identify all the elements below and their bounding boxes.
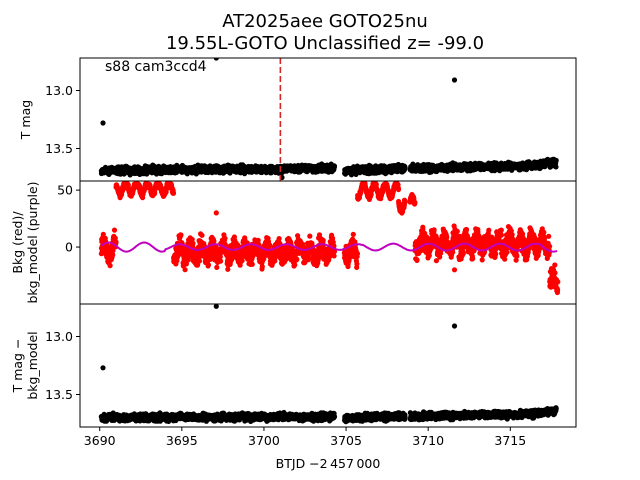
data-point xyxy=(555,279,561,285)
data-point xyxy=(222,235,228,241)
data-point xyxy=(509,232,515,238)
data-point xyxy=(320,237,326,243)
field-annotation: s88 cam3ccd4 xyxy=(105,59,207,75)
data-point xyxy=(331,253,337,259)
data-point xyxy=(426,253,432,259)
outlier-point xyxy=(451,267,458,273)
data-point xyxy=(214,264,220,270)
outlier-point xyxy=(213,210,219,216)
data-point xyxy=(178,232,184,238)
outlier-point xyxy=(100,120,106,126)
data-point xyxy=(354,261,360,267)
data-point xyxy=(504,249,510,255)
data-point xyxy=(276,236,282,242)
data-point xyxy=(498,232,504,238)
data-point xyxy=(354,251,360,257)
outlier-point xyxy=(213,58,219,61)
data-point xyxy=(450,249,456,255)
bkg-model-line xyxy=(100,241,558,253)
data-point xyxy=(170,190,177,196)
y-tick-label: 13.5 xyxy=(45,141,73,156)
y-axis-label: bkg_model (purple) xyxy=(25,181,40,303)
data-point xyxy=(113,239,119,245)
data-point xyxy=(211,238,217,244)
data-point xyxy=(205,262,211,268)
data-point xyxy=(444,234,450,240)
data-point xyxy=(239,258,245,264)
data-point xyxy=(502,256,508,262)
data-point xyxy=(546,233,552,239)
data-point xyxy=(225,266,231,272)
data-point xyxy=(196,258,202,264)
data-point xyxy=(552,262,558,268)
data-points xyxy=(98,304,559,425)
data-point xyxy=(255,237,261,243)
data-point xyxy=(460,250,466,257)
data-point xyxy=(110,247,116,254)
data-point xyxy=(189,236,195,243)
data-point xyxy=(402,165,408,171)
y-axis-label: Bkg (red)/ xyxy=(10,211,25,274)
background-panel: 0 50 Bkg (red)/bkg_model (purple) xyxy=(10,180,577,305)
data-point xyxy=(541,229,547,235)
y-tick-label: 0 xyxy=(65,240,73,255)
data-point xyxy=(190,240,196,246)
data-point xyxy=(183,261,189,267)
outlier-point xyxy=(451,77,458,83)
data-point xyxy=(412,200,418,206)
data-point xyxy=(424,234,430,240)
data-point xyxy=(463,226,470,233)
data-point xyxy=(217,254,223,260)
detrended-panel: 13.013.5T mag − bkg_model xyxy=(10,303,577,428)
data-point xyxy=(395,186,402,193)
data-point xyxy=(555,287,561,293)
data-point xyxy=(199,232,205,238)
data-point xyxy=(218,258,224,264)
data-point xyxy=(457,233,463,239)
data-point xyxy=(305,257,312,263)
chart-title-line2: 19.55L-GOTO Unclassified z= -99.0 xyxy=(166,33,484,54)
data-point xyxy=(307,233,313,239)
data-point xyxy=(331,163,338,170)
data-point xyxy=(292,262,298,268)
data-point xyxy=(110,252,116,258)
data-point xyxy=(182,267,188,273)
data-point xyxy=(350,231,356,237)
data-point xyxy=(111,227,118,233)
tmag-panel: s88 cam3ccd4 13.0 13.5 T mag xyxy=(18,57,577,182)
data-point xyxy=(553,164,559,170)
y-tick-label: 13.0 xyxy=(45,83,73,98)
data-point xyxy=(513,257,519,263)
data-point xyxy=(454,228,460,234)
outlier-point xyxy=(433,258,439,264)
data-point xyxy=(402,198,408,204)
data-point xyxy=(431,227,437,233)
y-axis-label: T mag xyxy=(18,100,33,140)
data-point xyxy=(414,257,420,263)
data-point xyxy=(267,242,273,248)
data-point xyxy=(107,263,113,269)
y-tick-label: 50 xyxy=(57,183,73,198)
data-point xyxy=(294,256,300,263)
data-point xyxy=(498,227,504,233)
data-point xyxy=(259,264,265,270)
data-point xyxy=(547,243,553,249)
data-point xyxy=(486,227,492,233)
data-point xyxy=(373,181,379,188)
data-points xyxy=(98,58,559,181)
data-point xyxy=(470,256,476,262)
data-point xyxy=(300,241,306,247)
data-point xyxy=(331,249,337,255)
data-point xyxy=(542,235,548,241)
data-point xyxy=(249,261,255,267)
data-point xyxy=(514,253,520,259)
data-point xyxy=(493,251,499,257)
data-point xyxy=(175,253,181,259)
data-point xyxy=(553,157,559,163)
data-point xyxy=(552,270,558,276)
data-points xyxy=(98,181,561,296)
data-point xyxy=(479,257,485,263)
chart-title-line1: AT2025aee GOTO25nu xyxy=(222,11,428,32)
